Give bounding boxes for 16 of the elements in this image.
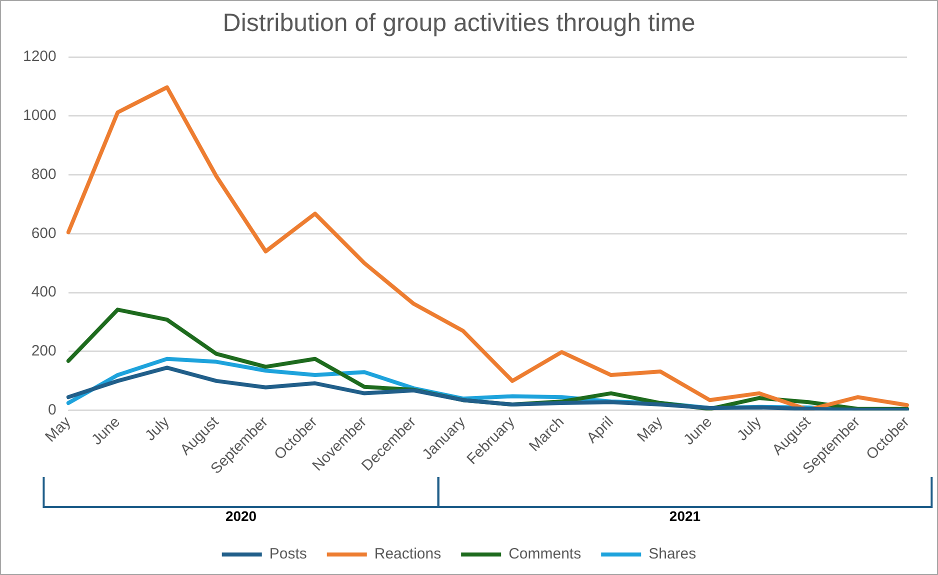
chart-title: Distribution of group activities through time [222,8,696,37]
y-tick-label: 600 [31,224,56,242]
legend-label: Comments [508,546,582,563]
y-tick-label: 400 [31,284,56,301]
x-tick-label: July [142,413,174,444]
legend-label: Posts [269,546,307,563]
text: 2020 [225,508,257,524]
legend-label: Reactions [374,546,442,563]
legend-label: Shares [648,546,696,563]
text: 2021 [669,508,701,524]
x-tick-label: May [634,413,666,446]
y-tick-label: 800 [31,166,56,183]
y-tick-label: 200 [31,342,56,360]
y-tick-label: 1000 [22,107,56,124]
y-tick-label: 1200 [22,48,56,66]
x-tick-label: July [734,413,766,444]
